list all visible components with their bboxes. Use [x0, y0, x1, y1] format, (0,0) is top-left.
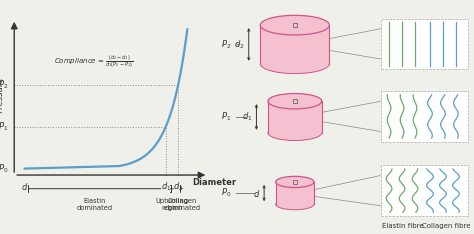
- Text: $d$: $d$: [253, 187, 260, 199]
- Text: $d_2$: $d_2$: [235, 38, 245, 51]
- Ellipse shape: [260, 54, 329, 73]
- Text: $P_1$: $P_1$: [0, 121, 8, 133]
- Ellipse shape: [260, 15, 329, 35]
- Bar: [292, 180, 297, 184]
- Text: $P_0$: $P_0$: [0, 162, 8, 175]
- Bar: [381, 165, 467, 216]
- Bar: [276, 182, 314, 204]
- Text: $d$: $d$: [21, 181, 28, 192]
- Bar: [292, 23, 297, 27]
- Text: $\it{Compliance}$ = $\frac{(d_2 - d_1)}{d_1(P_2 - P_1)}$: $\it{Compliance}$ = $\frac{(d_2 - d_1)}{…: [54, 54, 133, 70]
- Bar: [260, 25, 329, 64]
- Text: $P_2$: $P_2$: [0, 79, 8, 91]
- Text: $d_1$: $d_1$: [161, 181, 171, 193]
- Text: Elastin fibre: Elastin fibre: [382, 223, 423, 230]
- Ellipse shape: [268, 125, 322, 140]
- Bar: [381, 19, 467, 69]
- Text: Pressure: Pressure: [0, 76, 4, 113]
- Text: Collagen
dominated: Collagen dominated: [164, 197, 201, 211]
- Ellipse shape: [276, 176, 314, 188]
- Text: Elastin
dominated: Elastin dominated: [77, 197, 113, 211]
- Bar: [292, 99, 297, 103]
- Text: $P_1$: $P_1$: [220, 111, 231, 123]
- Bar: [268, 101, 322, 133]
- Text: Upturning
region: Upturning region: [155, 197, 189, 211]
- Text: $P_2$: $P_2$: [220, 38, 231, 51]
- Ellipse shape: [268, 93, 322, 109]
- Ellipse shape: [276, 198, 314, 210]
- Text: $d_2$: $d_2$: [173, 181, 183, 193]
- Text: $d_1$: $d_1$: [242, 111, 253, 123]
- Text: $P_0$: $P_0$: [220, 187, 231, 199]
- Text: Diameter: Diameter: [192, 178, 237, 187]
- Bar: [381, 91, 467, 142]
- Text: Collagen fibre: Collagen fibre: [421, 223, 470, 230]
